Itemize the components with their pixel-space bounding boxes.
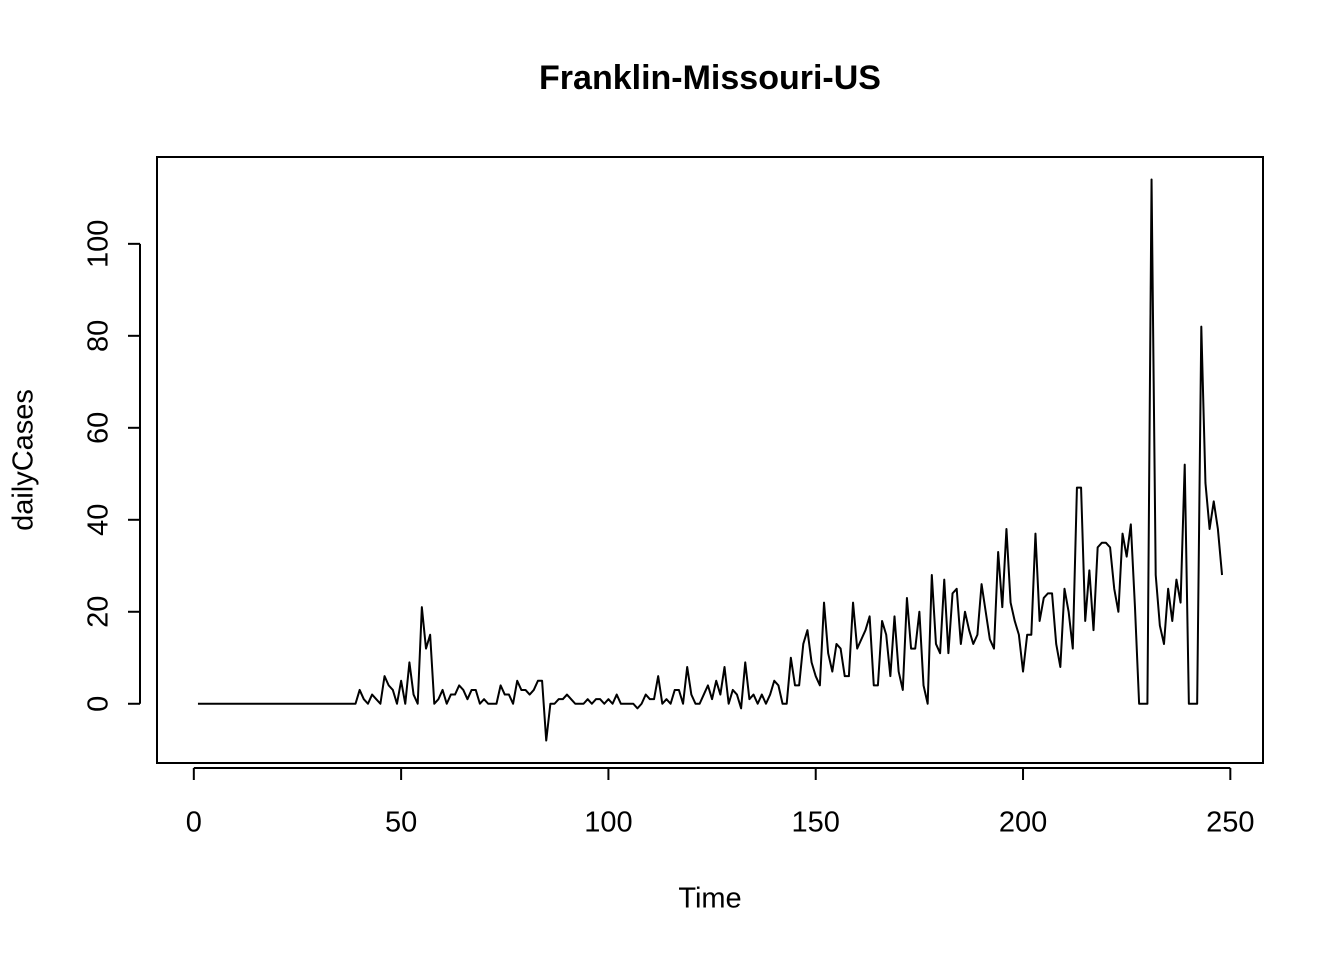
y-tick-label: 0	[83, 696, 115, 712]
x-tick-label: 150	[792, 807, 840, 839]
y-tick-label: 80	[83, 320, 115, 352]
y-tick-label: 20	[83, 596, 115, 628]
plot-box	[156, 156, 1264, 764]
x-axis-label: Time	[678, 883, 741, 915]
x-tick-label: 0	[186, 807, 202, 839]
x-tick-label: 50	[385, 807, 417, 839]
x-tick-label: 100	[584, 807, 632, 839]
chart-title: Franklin-Missouri-US	[539, 59, 881, 97]
y-axis-label: dailyCases	[8, 389, 40, 531]
x-tick-label: 250	[1206, 807, 1254, 839]
y-tick-label: 100	[83, 220, 115, 268]
y-tick-label: 40	[83, 504, 115, 536]
x-tick-label: 200	[999, 807, 1047, 839]
data-line	[197, 178, 1224, 742]
y-tick-label: 60	[83, 412, 115, 444]
